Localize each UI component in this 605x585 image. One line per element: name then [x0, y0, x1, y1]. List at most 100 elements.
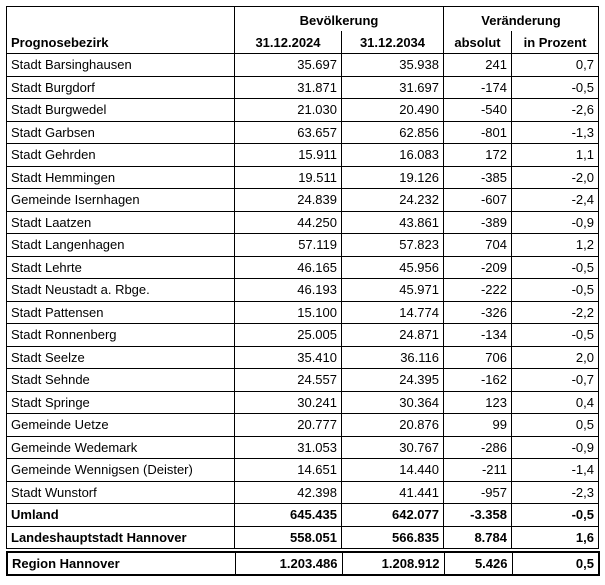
- value-cell: 19.126: [341, 165, 444, 189]
- district-row: Stadt Pattensen 15.100 14.774 -326 -2,2: [6, 300, 599, 324]
- value-cell: 15.911: [234, 143, 342, 167]
- value-cell: 20.876: [341, 413, 444, 437]
- value-cell: 172: [443, 143, 512, 167]
- value-cell: 21.030: [234, 98, 342, 122]
- district-row: Stadt Hemmingen 19.511 19.126 -385 -2,0: [6, 165, 599, 189]
- value-cell: 0,4: [511, 390, 599, 414]
- district-row: Stadt Laatzen 44.250 43.861 -389 -0,9: [6, 210, 599, 234]
- total-row: Landeshauptstadt Hannover 558.051 566.835 8…: [6, 525, 599, 549]
- group-header: Veränderung: [443, 6, 599, 31]
- district-name: Stadt Gehrden: [6, 143, 235, 167]
- value-cell: 31.697: [341, 75, 444, 99]
- value-cell: 41.441: [341, 480, 444, 504]
- district-name: Stadt Ronnenberg: [6, 323, 235, 347]
- value-cell: 42.398: [234, 480, 342, 504]
- district-row: Gemeinde Wedemark 31.053 30.767 -286 -0,9: [6, 435, 599, 459]
- value-cell: 99: [443, 413, 512, 437]
- value-cell: -385: [443, 165, 512, 189]
- district-name: Stadt Springe: [6, 390, 235, 414]
- value-cell: 30.241: [234, 390, 342, 414]
- value-cell: 31.871: [234, 75, 342, 99]
- value-cell: 63.657: [234, 120, 342, 144]
- value-cell: 31.053: [234, 435, 342, 459]
- value-cell: 642.077: [341, 503, 444, 527]
- value-cell: 1.203.486: [234, 551, 343, 576]
- value-cell: -0,9: [511, 435, 599, 459]
- district-name: Stadt Burgdorf: [6, 75, 235, 99]
- district-name: Stadt Langenhagen: [6, 233, 235, 257]
- value-cell: 45.971: [341, 278, 444, 302]
- district-name: Region Hannover: [6, 551, 236, 576]
- population-table: Bevölkerung Veränderung Prognosebezirk 3…: [6, 6, 599, 549]
- region-table: Region Hannover 1.203.486 1.208.912 5.426 0,…: [6, 551, 600, 576]
- value-cell: 706: [443, 345, 512, 369]
- group-header: Bevölkerung: [234, 6, 444, 31]
- value-cell: -222: [443, 278, 512, 302]
- value-cell: 20.490: [341, 98, 444, 122]
- value-cell: 19.511: [234, 165, 342, 189]
- value-cell: 15.100: [234, 300, 342, 324]
- district-name: Landeshauptstadt Hannover: [6, 525, 235, 549]
- district-row: Gemeinde Isernhagen 24.839 24.232 -607 -2,4: [6, 188, 599, 212]
- district-row: Gemeinde Wennigsen (Deister) 14.651 14.440…: [6, 458, 599, 482]
- value-cell: -2,2: [511, 300, 599, 324]
- value-cell: -1,3: [511, 120, 599, 144]
- value-cell: -286: [443, 435, 512, 459]
- value-cell: 20.777: [234, 413, 342, 437]
- value-cell: 1.208.912: [341, 551, 445, 576]
- value-cell: -0,5: [511, 75, 599, 99]
- value-cell: -957: [443, 480, 512, 504]
- value-cell: 1,6: [511, 525, 599, 549]
- value-cell: -0,5: [511, 503, 599, 527]
- value-cell: 645.435: [234, 503, 342, 527]
- header-group-row: Bevölkerung Veränderung: [6, 6, 599, 31]
- value-cell: 24.557: [234, 368, 342, 392]
- value-cell: -389: [443, 210, 512, 234]
- district-name: Stadt Pattensen: [6, 300, 235, 324]
- column-header: absolut: [443, 31, 512, 54]
- value-cell: 30.364: [341, 390, 444, 414]
- value-cell: 57.823: [341, 233, 444, 257]
- column-header: in Prozent: [511, 31, 599, 54]
- value-cell: -0,5: [511, 278, 599, 302]
- district-row: Stadt Gehrden 15.911 16.083 172 1,1: [6, 143, 599, 167]
- district-row: Stadt Springe 30.241 30.364 123 0,4: [6, 390, 599, 414]
- district-name: Umland: [6, 503, 235, 527]
- district-name: Stadt Seelze: [6, 345, 235, 369]
- district-name: Stadt Lehrte: [6, 255, 235, 279]
- district-row: Stadt Ronnenberg 25.005 24.871 -134 -0,5: [6, 323, 599, 347]
- value-cell: 0,5: [511, 413, 599, 437]
- district-row: Stadt Burgwedel 21.030 20.490 -540 -2,6: [6, 98, 599, 122]
- value-cell: -174: [443, 75, 512, 99]
- district-row: Stadt Garbsen 63.657 62.856 -801 -1,3: [6, 120, 599, 144]
- value-cell: 24.839: [234, 188, 342, 212]
- value-cell: -540: [443, 98, 512, 122]
- district-name: Gemeinde Wedemark: [6, 435, 235, 459]
- value-cell: -134: [443, 323, 512, 347]
- value-cell: -607: [443, 188, 512, 212]
- value-cell: 1,1: [511, 143, 599, 167]
- value-cell: -326: [443, 300, 512, 324]
- value-cell: 24.395: [341, 368, 444, 392]
- value-cell: -801: [443, 120, 512, 144]
- district-row: Stadt Seelze 35.410 36.116 706 2,0: [6, 345, 599, 369]
- value-cell: 14.774: [341, 300, 444, 324]
- total-row: Umland 645.435 642.077 -3.358 -0,5: [6, 503, 599, 527]
- value-cell: -2,0: [511, 165, 599, 189]
- value-cell: 0,7: [511, 53, 599, 77]
- value-cell: -162: [443, 368, 512, 392]
- value-cell: -2,4: [511, 188, 599, 212]
- district-name: Stadt Hemmingen: [6, 165, 235, 189]
- district-name: Stadt Garbsen: [6, 120, 235, 144]
- value-cell: 16.083: [341, 143, 444, 167]
- value-cell: 24.232: [341, 188, 444, 212]
- value-cell: 5.426: [443, 551, 513, 576]
- value-cell: 8.784: [443, 525, 512, 549]
- value-cell: 1,2: [511, 233, 599, 257]
- district-name: Gemeinde Uetze: [6, 413, 235, 437]
- district-name: Stadt Barsinghausen: [6, 53, 235, 77]
- value-cell: -2,6: [511, 98, 599, 122]
- value-cell: 62.856: [341, 120, 444, 144]
- value-cell: -1,4: [511, 458, 599, 482]
- value-cell: 45.956: [341, 255, 444, 279]
